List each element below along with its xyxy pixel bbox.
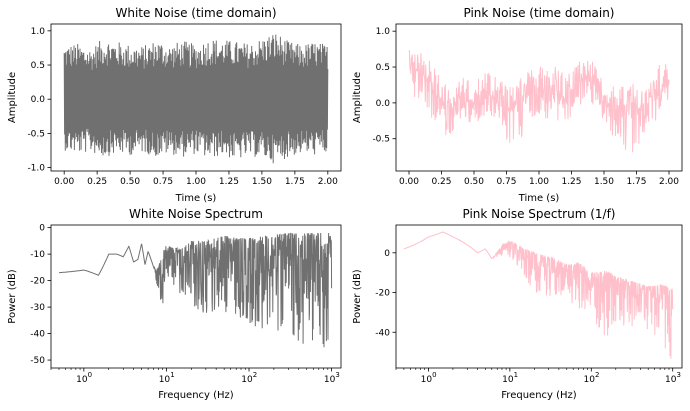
x-tick-exponent: 1 (170, 371, 174, 379)
x-tick-label: 0.75 (153, 177, 173, 187)
x-tick-exponent: 3 (676, 371, 680, 379)
x-tick-exponent: 3 (335, 371, 339, 379)
y-tick-label: -10 (30, 250, 45, 260)
x-tick-label: 1.00 (186, 177, 206, 187)
x-tick-label: 10 (76, 375, 88, 385)
y-tick-label: -1.0 (27, 164, 45, 174)
x-tick-label: 0.50 (120, 177, 140, 187)
series-line (408, 50, 670, 153)
y-tick-label: 0.5 (31, 61, 45, 71)
y-tick-label: -50 (30, 356, 45, 366)
x-tick-label: 10 (665, 375, 677, 385)
axes-frame (395, 224, 683, 369)
x-tick-label: 0.50 (464, 177, 484, 187)
y-tick-label: -30 (30, 303, 45, 313)
x-axis-label: Frequency (Hz) (158, 390, 234, 401)
x-tick-label: 0.00 (54, 177, 74, 187)
x-axis-label: Time (s) (518, 193, 560, 204)
series-line (58, 232, 333, 348)
y-tick-label: -40 (30, 330, 45, 340)
x-tick-label: 1.50 (252, 177, 272, 187)
x-axis-label: Time (s) (175, 193, 217, 204)
axes-frame (50, 224, 342, 369)
subplot-title: White Noise Spectrum (129, 207, 263, 221)
y-tick-label: 0.0 (376, 99, 391, 109)
x-tick-label: 1.50 (594, 177, 614, 187)
x-tick-label: 2.00 (318, 177, 338, 187)
subplot-1: 0.00 0.25 0.50 0.75 1.00 1.25 1.50 1.75 2.00 -1.0… (7, 6, 342, 204)
series-line (63, 34, 329, 164)
y-tick-label: -0.5 (27, 129, 45, 139)
y-tick-label: -20 (375, 289, 390, 299)
x-tick-label: 0.25 (87, 177, 107, 187)
x-tick-label: 10 (584, 375, 596, 385)
y-tick-label: 0.0 (31, 95, 46, 105)
x-tick-label: 10 (241, 375, 253, 385)
x-tick-label: 10 (159, 375, 171, 385)
y-tick-label: -0.5 (372, 135, 390, 145)
x-tick-label: 1.75 (285, 177, 305, 187)
x-tick-label: 10 (421, 375, 433, 385)
x-tick-exponent: 2 (595, 371, 599, 379)
y-axis-label: Power (dB) (7, 269, 18, 324)
x-tick-exponent: 0 (432, 371, 436, 379)
x-tick-label: 10 (502, 375, 514, 385)
y-axis-label: Power (dB) (352, 269, 363, 324)
x-tick-label: 1.00 (529, 177, 549, 187)
x-axis-label: Frequency (Hz) (501, 390, 577, 401)
x-tick-label: 1.75 (626, 177, 646, 187)
y-tick-label: -20 (30, 277, 45, 287)
y-tick-label: 1.0 (376, 27, 391, 37)
x-tick-label: 0.25 (431, 177, 451, 187)
x-tick-label: 0.75 (496, 177, 516, 187)
y-axis-label: Amplitude (352, 72, 363, 123)
series-line (403, 231, 674, 359)
x-tick-exponent: 2 (253, 371, 257, 379)
subplot-2: 0.00 0.25 0.50 0.75 1.00 1.25 1.50 1.75 2.00 -0.5… (352, 6, 683, 204)
x-tick-label: 10 (324, 375, 336, 385)
x-tick-exponent: 0 (88, 371, 92, 379)
x-tick-label: 2.00 (659, 177, 679, 187)
y-tick-label: 1.0 (31, 27, 46, 37)
subplot-title: White Noise (time domain) (115, 6, 276, 20)
y-tick-label: 0 (384, 249, 390, 259)
x-tick-label: 0.00 (399, 177, 419, 187)
y-axis-label: Amplitude (7, 72, 18, 123)
subplot-title: Pink Noise Spectrum (1/f) (462, 207, 615, 221)
x-tick-label: 1.25 (561, 177, 581, 187)
x-tick-label: 1.25 (219, 177, 239, 187)
subplot-title: Pink Noise (time domain) (463, 6, 614, 20)
y-tick-label: -40 (375, 328, 390, 338)
y-tick-label: 0.5 (376, 63, 390, 73)
y-tick-label: 0 (39, 224, 45, 234)
x-tick-exponent: 1 (514, 371, 518, 379)
